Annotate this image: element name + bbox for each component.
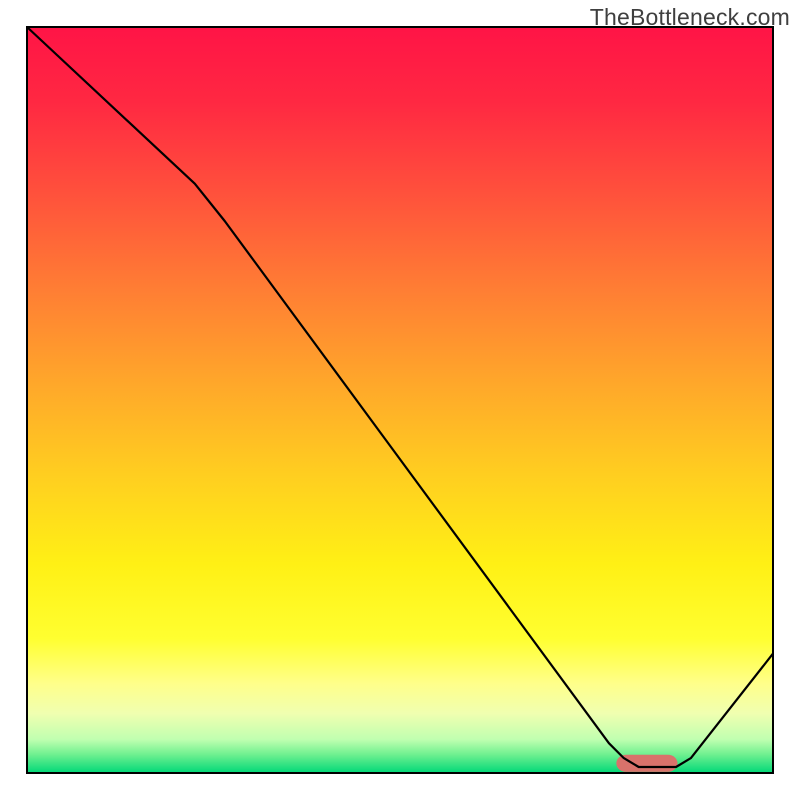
highlight-marker <box>616 755 677 772</box>
plot-group <box>27 27 773 773</box>
bottleneck-chart <box>0 0 800 800</box>
chart-container: TheBottleneck.com <box>0 0 800 800</box>
gradient-background <box>27 27 773 773</box>
